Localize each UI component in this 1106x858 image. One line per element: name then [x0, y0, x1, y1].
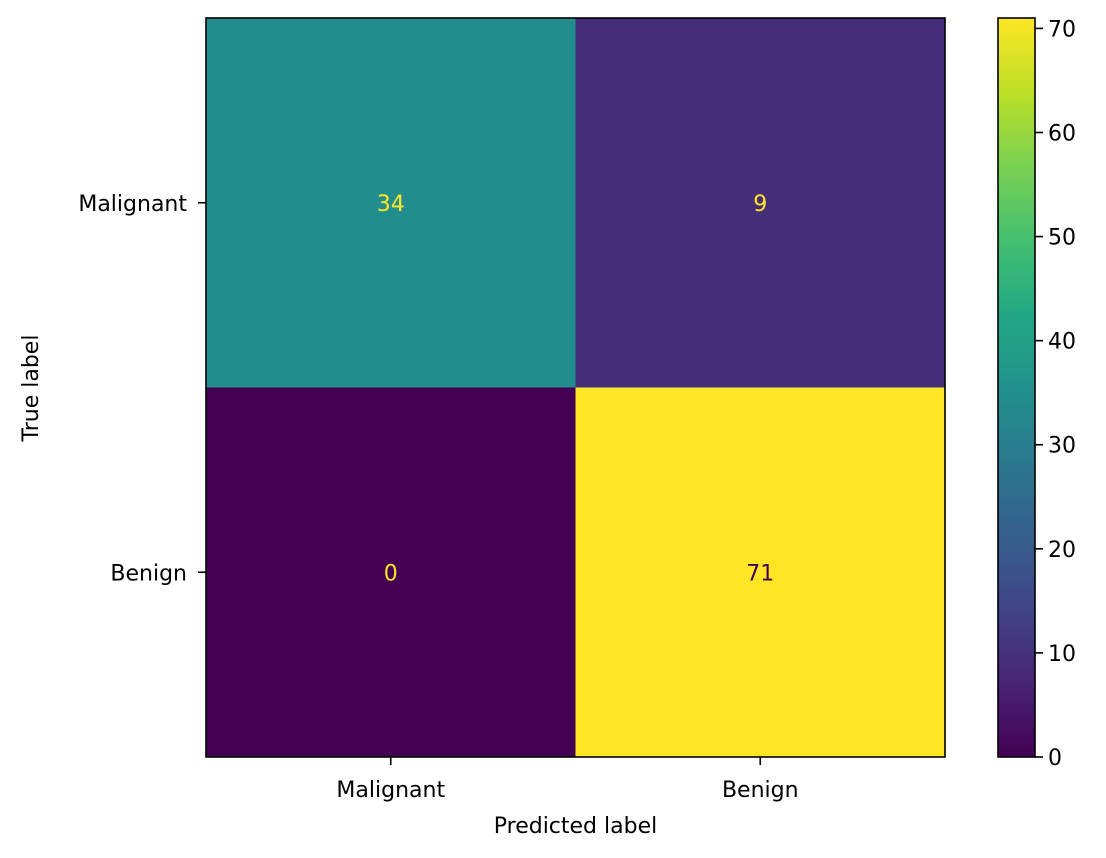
colorbar-tick-label: 60 [1048, 121, 1076, 146]
colorbar-tick-label: 40 [1048, 330, 1076, 355]
cell-value-label: 0 [384, 561, 398, 586]
heatmap-cell [575, 387, 946, 758]
cell-labels: 34 9 0 71 [377, 192, 775, 587]
colorbar-tick-label: 0 [1048, 746, 1062, 771]
colorbar [997, 17, 1036, 758]
x-tick-label: Benign [722, 778, 799, 803]
x-axis-ticks: Malignant Benign [336, 757, 799, 803]
cell-value-label: 71 [746, 561, 774, 586]
colorbar-tick-label: 30 [1048, 434, 1076, 459]
y-axis-title: True label [19, 335, 44, 443]
x-axis-title: Predicted label [494, 814, 657, 839]
cell-value-label: 9 [753, 192, 767, 217]
colorbar-ticks: 0 10 20 30 40 50 60 70 [1035, 17, 1076, 771]
colorbar-tick-label: 50 [1048, 226, 1076, 251]
heatmap-cell [206, 18, 576, 388]
colorbar-tick-label: 10 [1048, 642, 1076, 667]
colorbar-tick-label: 70 [1048, 17, 1076, 42]
y-tick-label: Benign [110, 561, 187, 586]
heatmap-cell [575, 18, 946, 388]
heatmap-cell [206, 387, 576, 758]
x-tick-label: Malignant [336, 778, 445, 803]
y-tick-label: Malignant [78, 192, 187, 217]
colorbar-tick-label: 20 [1048, 538, 1076, 563]
cell-value-label: 34 [377, 192, 405, 217]
plot-frame [205, 17, 946, 758]
y-axis-ticks: Malignant Benign [78, 192, 206, 586]
heatmap-cells [206, 18, 946, 758]
